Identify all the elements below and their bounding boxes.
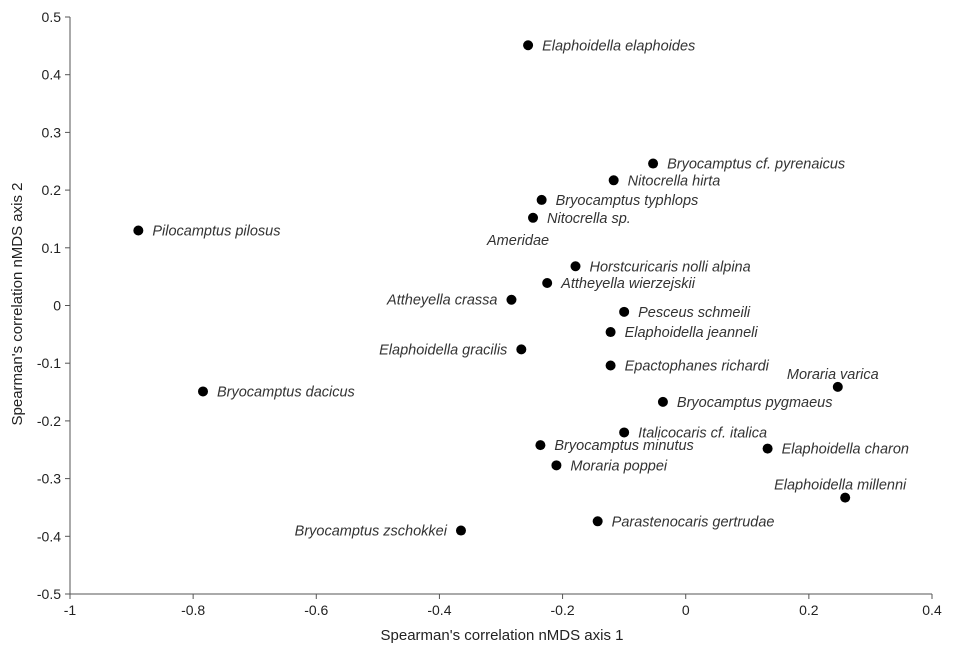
point-labels: Elaphoidella elaphoides Bryocamptus cf. p… [152, 38, 909, 539]
x-tick-label: -0.6 [304, 602, 328, 618]
data-point [619, 427, 630, 438]
point-label: Attheyella crassa [386, 293, 497, 309]
x-tick-label: -0.4 [427, 602, 451, 618]
y-tick-label: -0.4 [37, 528, 61, 544]
x-tick-label: 0 [682, 602, 690, 618]
data-point [506, 294, 517, 305]
point-label: Attheyella wierzejskii [560, 276, 696, 292]
point-label: Horstcuricaris nolli alpina [590, 259, 751, 275]
y-tick-label: -0.1 [37, 355, 61, 371]
data-point [523, 40, 534, 51]
point-label: Italicocaris cf. italica [638, 425, 767, 441]
point-label: Epactophanes richardi [625, 359, 770, 375]
y-tick-label: 0.1 [42, 240, 62, 256]
data-point [535, 440, 546, 451]
point-label: Moraria varica [787, 367, 879, 383]
y-tick-label: 0.3 [42, 124, 62, 140]
data-point [455, 525, 466, 536]
data-point [762, 443, 773, 454]
data-point [832, 381, 843, 392]
data-point [551, 460, 562, 471]
data-point [570, 261, 581, 272]
point-label: Nitocrella sp. [547, 211, 631, 227]
y-tick-label: 0.2 [42, 182, 62, 198]
x-tick-label: -0.8 [181, 602, 205, 618]
data-point [197, 386, 208, 397]
x-tick-label: -0.2 [551, 602, 575, 618]
y-tick-label: 0.5 [42, 9, 62, 25]
point-label: Ameridae [486, 233, 549, 249]
y-axis-title: Spearman's correlation nMDS axis 2 [9, 183, 26, 426]
point-label: Elaphoidella charon [782, 442, 909, 458]
data-point [657, 396, 668, 407]
data-point [608, 175, 619, 186]
point-label: Elaphoidella gracilis [379, 342, 507, 358]
x-axis-title: Spearman's correlation nMDS axis 1 [381, 627, 624, 644]
point-label: Bryocamptus minutus [554, 438, 693, 454]
data-point [542, 277, 553, 288]
axes [69, 17, 932, 595]
point-label: Moraria poppei [570, 458, 667, 474]
y-tick-label: -0.2 [37, 413, 61, 429]
data-point [133, 225, 144, 236]
point-label: Bryocamptus cf. pyrenaicus [667, 157, 845, 173]
point-label: Bryocamptus dacicus [217, 384, 355, 400]
x-tick-label: 0.2 [799, 602, 819, 618]
point-label: Parastenocaris gertrudae [612, 514, 775, 530]
y-tick-label: 0 [53, 298, 61, 314]
data-point [605, 360, 616, 371]
point-label: Bryocamptus pygmaeus [677, 395, 833, 411]
x-axis-ticks: -1 -0.8 -0.6 -0.4 -0.2 0 0.2 0.4 [64, 594, 942, 618]
point-label: Pilocamptus pilosus [152, 223, 280, 239]
x-tick-label: 0.4 [922, 602, 942, 618]
data-point [648, 158, 659, 169]
y-tick-label: 0.4 [42, 67, 62, 83]
point-label: Nitocrella hirta [628, 173, 721, 189]
data-point [592, 516, 603, 527]
point-label: Bryocamptus zschokkei [295, 524, 448, 540]
data-points [133, 40, 851, 536]
point-label: Elaphoidella millenni [774, 478, 907, 494]
y-tick-label: -0.3 [37, 471, 61, 487]
y-axis-ticks: -0.5 -0.4 -0.3 -0.2 -0.1 0 0.1 0.2 0.3 0.4 0.5 [37, 9, 70, 602]
point-label: Bryocamptus typhlops [556, 193, 699, 209]
data-point [528, 212, 539, 223]
data-point [840, 492, 851, 503]
data-point [605, 327, 616, 338]
y-tick-label: -0.5 [37, 586, 61, 602]
point-label: Elaphoidella elaphoides [542, 38, 695, 54]
point-label: Pesceus schmeili [638, 305, 751, 321]
data-point [516, 344, 527, 355]
data-point [536, 194, 547, 205]
x-tick-label: -1 [64, 602, 77, 618]
point-label: Elaphoidella jeanneli [625, 325, 759, 341]
data-point [619, 306, 630, 317]
